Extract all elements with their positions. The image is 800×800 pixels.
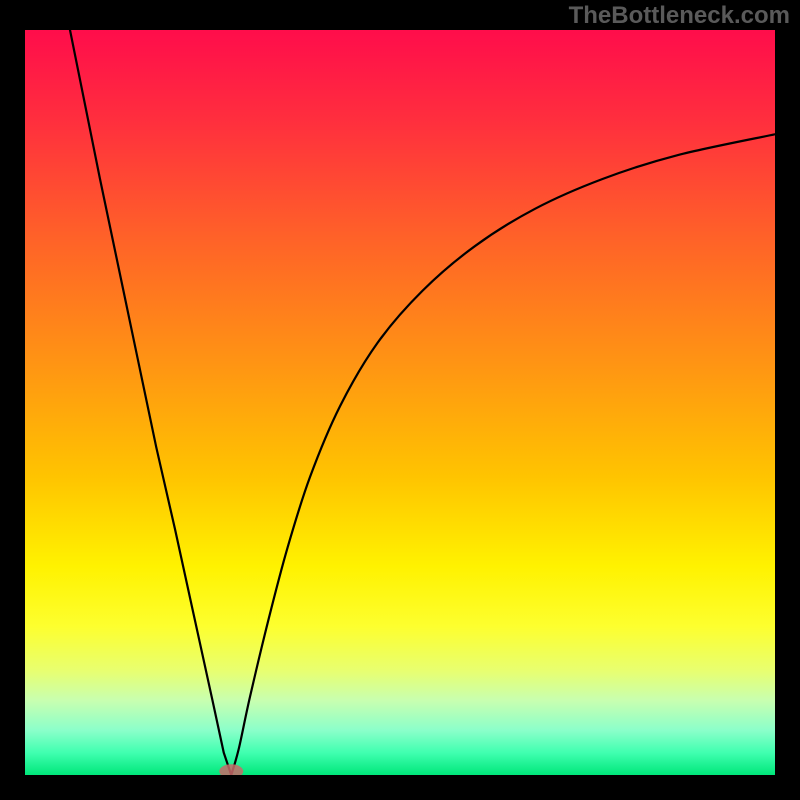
chart-svg xyxy=(25,30,775,775)
gradient-background xyxy=(25,30,775,775)
watermark-text: TheBottleneck.com xyxy=(569,2,790,30)
chart-container: TheBottleneck.com xyxy=(0,0,800,800)
plot-area xyxy=(25,30,775,775)
